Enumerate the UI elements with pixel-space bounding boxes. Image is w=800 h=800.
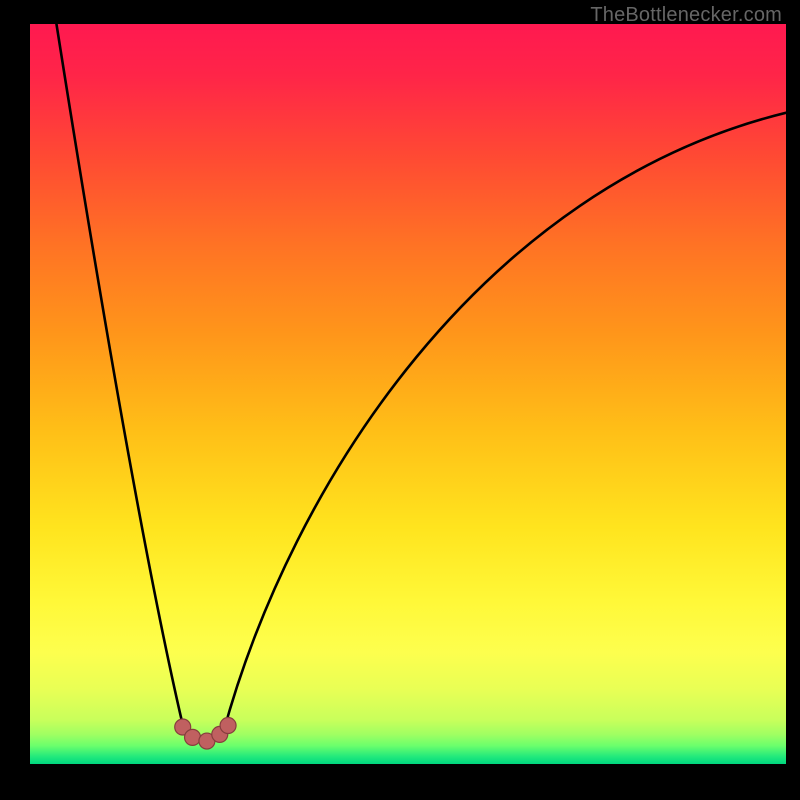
figure-container: TheBottlenecker.com [0,0,800,800]
valley-marker [220,718,236,734]
valley-marker [185,729,201,745]
plot-svg [30,24,786,764]
plot-background [30,24,786,764]
